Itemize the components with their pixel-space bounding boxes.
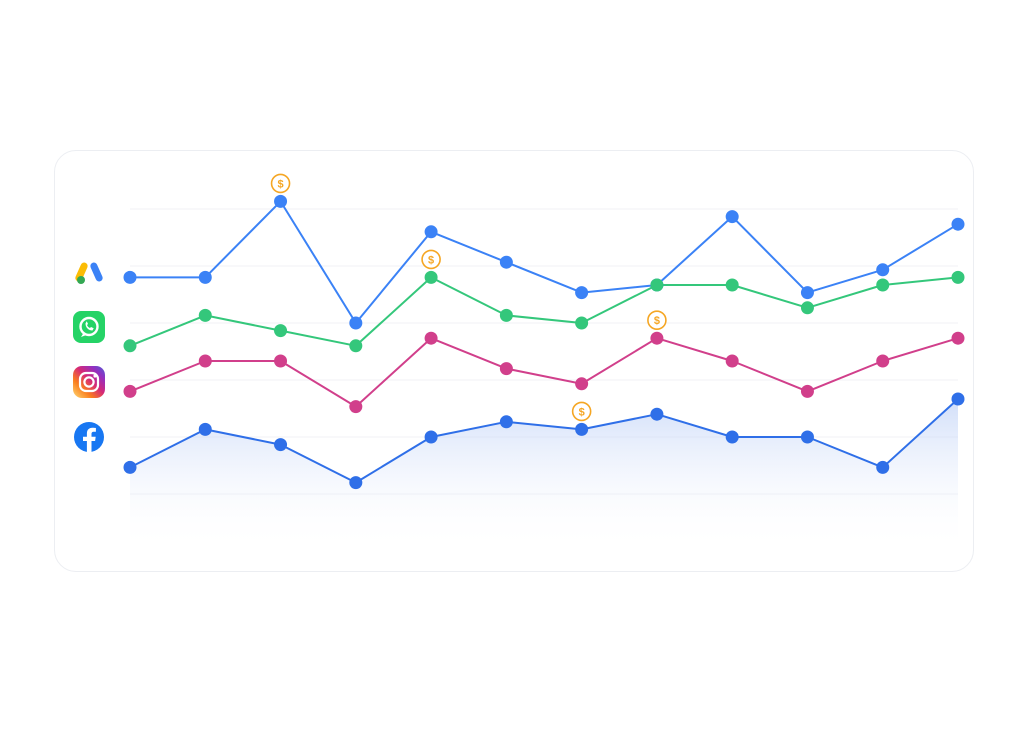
series-marker-facebook <box>726 431 739 444</box>
series-marker-facebook <box>124 461 137 474</box>
series-marker-facebook <box>801 431 814 444</box>
dollar-badge-icon: $ <box>648 311 666 329</box>
series-marker-facebook <box>650 408 663 421</box>
svg-text:$: $ <box>654 315 660 327</box>
series-marker-whatsapp <box>726 279 739 292</box>
series-marker-google-ads <box>726 210 739 223</box>
series-marker-instagram <box>124 385 137 398</box>
series-marker-google-ads <box>876 263 889 276</box>
instagram-icon <box>73 366 105 398</box>
svg-text:$: $ <box>428 254 434 266</box>
series-marker-instagram <box>650 332 663 345</box>
series-marker-whatsapp <box>575 317 588 330</box>
dollar-badge-icon: $ <box>573 402 591 420</box>
series-marker-facebook <box>500 415 513 428</box>
series-marker-whatsapp <box>425 271 438 284</box>
series-line-whatsapp <box>130 277 958 345</box>
series-marker-whatsapp <box>952 271 965 284</box>
series-marker-whatsapp <box>274 324 287 337</box>
multi-series-line-chart: $ $ $ $ <box>55 151 973 571</box>
series-marker-google-ads <box>575 286 588 299</box>
series-marker-instagram <box>199 355 212 368</box>
facebook-icon <box>73 421 105 453</box>
series-marker-facebook <box>952 393 965 406</box>
series-marker-google-ads <box>801 286 814 299</box>
series-marker-instagram <box>726 355 739 368</box>
series-marker-instagram <box>876 355 889 368</box>
series-marker-instagram <box>349 400 362 413</box>
analytics-card: $ $ $ $ <box>54 150 974 572</box>
platform-icon-column <box>73 151 117 571</box>
series-marker-facebook <box>876 461 889 474</box>
svg-text:$: $ <box>277 178 283 190</box>
series-marker-whatsapp <box>500 309 513 322</box>
series-marker-whatsapp <box>349 339 362 352</box>
whatsapp-icon <box>73 311 105 343</box>
series-marker-instagram <box>575 377 588 390</box>
series-marker-instagram <box>500 362 513 375</box>
series-marker-whatsapp <box>124 339 137 352</box>
series-marker-whatsapp <box>801 301 814 314</box>
google-ads-icon <box>73 256 105 288</box>
series-marker-whatsapp <box>876 279 889 292</box>
series-line-instagram <box>130 338 958 406</box>
svg-text:$: $ <box>579 406 585 418</box>
series-marker-google-ads <box>274 195 287 208</box>
series-marker-google-ads <box>500 256 513 269</box>
series-marker-google-ads <box>952 218 965 231</box>
series-marker-facebook <box>274 438 287 451</box>
series-marker-instagram <box>952 332 965 345</box>
series-line-google-ads <box>130 201 958 323</box>
series-marker-facebook <box>575 423 588 436</box>
series-marker-instagram <box>801 385 814 398</box>
series-marker-facebook <box>199 423 212 436</box>
dollar-badge-icon: $ <box>422 250 440 268</box>
series-marker-facebook <box>349 476 362 489</box>
series-marker-whatsapp <box>650 279 663 292</box>
series-marker-google-ads <box>425 225 438 238</box>
series-marker-whatsapp <box>199 309 212 322</box>
series-marker-google-ads <box>199 271 212 284</box>
area-fill-facebook <box>130 399 958 551</box>
series-marker-google-ads <box>349 317 362 330</box>
series-marker-facebook <box>425 431 438 444</box>
series-marker-instagram <box>425 332 438 345</box>
dollar-badge-icon: $ <box>272 174 290 192</box>
series-marker-google-ads <box>124 271 137 284</box>
series-marker-instagram <box>274 355 287 368</box>
